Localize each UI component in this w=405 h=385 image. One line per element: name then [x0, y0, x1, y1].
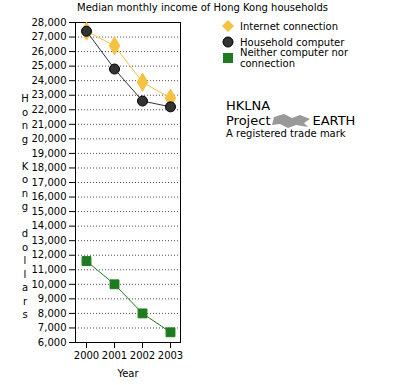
html-text:g: g: [21, 133, 29, 145]
svg-text:6,000: 6,000: [38, 337, 67, 348]
svg-text:27,000: 27,000: [32, 31, 67, 42]
svg-text:14,000: 14,000: [32, 220, 67, 231]
html-text:d: d: [21, 228, 29, 239]
html-text:a: a: [21, 282, 29, 293]
html-text:n: n: [21, 187, 29, 199]
svg-text:18,000: 18,000: [32, 162, 67, 173]
html-text:Neither computer nor connectio: Neither computer nor connection: [239, 47, 348, 69]
html-text:H: H: [21, 93, 29, 104]
html-text:o: o: [21, 106, 29, 118]
svg-text:15,000: 15,000: [32, 206, 67, 217]
html-text:o: o: [21, 174, 29, 185]
html-text:Household computer: Household computer: [240, 36, 345, 48]
svg-text:28,000: 28,000: [32, 17, 67, 28]
svg-text:25,000: 25,000: [32, 60, 67, 71]
svg-text:19,000: 19,000: [32, 148, 67, 159]
html-text:HKLNA: HKLNA: [226, 98, 271, 113]
html-text:r: r: [22, 295, 28, 307]
svg-text:11,000: 11,000: [32, 264, 67, 275]
svg-text:12,000: 12,000: [32, 249, 67, 260]
svg-text:2003: 2003: [158, 350, 183, 361]
svg-text:16,000: 16,000: [32, 191, 67, 202]
html-text:n: n: [21, 120, 29, 131]
html-text:l: l: [23, 268, 27, 280]
html-text:s: s: [22, 309, 28, 320]
html-text:o: o: [21, 241, 29, 253]
svg-text:20,000: 20,000: [32, 133, 67, 144]
html-text:K: K: [21, 160, 29, 172]
svg-text:17,000: 17,000: [32, 177, 67, 188]
svg-text:22,000: 22,000: [32, 104, 67, 115]
svg-text:Year: Year: [116, 368, 139, 379]
html-text:l: l: [23, 255, 27, 266]
svg-text:2001: 2001: [102, 350, 127, 361]
svg-text:2002: 2002: [130, 350, 155, 361]
html-text:Internet connection: Internet connection: [240, 20, 338, 32]
svg-text:13,000: 13,000: [32, 235, 67, 246]
svg-text:10,000: 10,000: [32, 279, 67, 290]
html-text:Median monthly income of Hong: Median monthly income of Hong Kong house…: [77, 2, 328, 13]
svg-text:9,000: 9,000: [38, 293, 67, 304]
svg-text:24,000: 24,000: [32, 75, 67, 86]
svg-text:7,000: 7,000: [38, 322, 67, 333]
html-text:g: g: [21, 201, 29, 212]
svg-text:8,000: 8,000: [38, 308, 67, 319]
html-text:A registered trade mark: A registered trade mark: [226, 128, 346, 139]
svg-text:2000: 2000: [74, 350, 99, 361]
html-text:EARTH: EARTH: [312, 113, 356, 128]
svg-text:23,000: 23,000: [32, 89, 67, 100]
svg-text:26,000: 26,000: [32, 46, 67, 57]
svg-text:21,000: 21,000: [32, 119, 67, 130]
html-text:Project: Project: [226, 113, 271, 128]
